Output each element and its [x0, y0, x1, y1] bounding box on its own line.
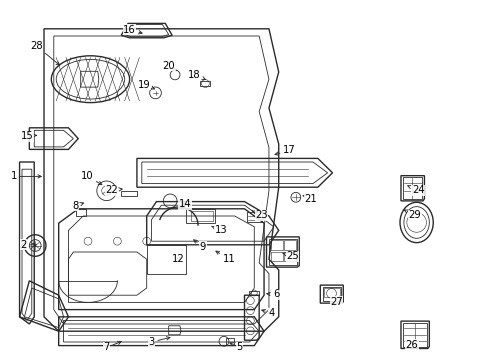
Text: 15: 15 [20, 131, 37, 141]
Text: 6: 6 [266, 289, 279, 300]
Text: 4: 4 [261, 308, 274, 318]
Text: 26: 26 [405, 340, 417, 350]
Text: 24: 24 [407, 185, 424, 195]
Text: 14: 14 [178, 199, 191, 210]
Text: 28: 28 [30, 41, 60, 65]
Text: 17: 17 [274, 145, 295, 156]
Text: 22: 22 [105, 185, 122, 195]
Text: 20: 20 [162, 60, 176, 71]
Text: 12: 12 [172, 254, 184, 264]
Text: 2: 2 [20, 240, 36, 250]
Text: 29: 29 [404, 210, 420, 220]
Text: 23: 23 [252, 210, 267, 220]
Text: 18: 18 [188, 70, 205, 80]
Text: 1: 1 [10, 171, 41, 181]
Text: 10: 10 [81, 171, 102, 185]
Text: 27: 27 [329, 296, 342, 307]
Text: 7: 7 [103, 341, 121, 352]
Text: 9: 9 [193, 240, 206, 252]
Text: 8: 8 [73, 201, 83, 211]
Text: 21: 21 [303, 194, 316, 204]
Text: 3: 3 [148, 337, 169, 347]
Text: 19: 19 [138, 80, 154, 90]
Text: 11: 11 [216, 251, 235, 264]
Text: 16: 16 [123, 24, 142, 35]
Text: 5: 5 [229, 342, 243, 352]
Text: 25: 25 [282, 251, 298, 261]
Text: 13: 13 [211, 225, 227, 235]
